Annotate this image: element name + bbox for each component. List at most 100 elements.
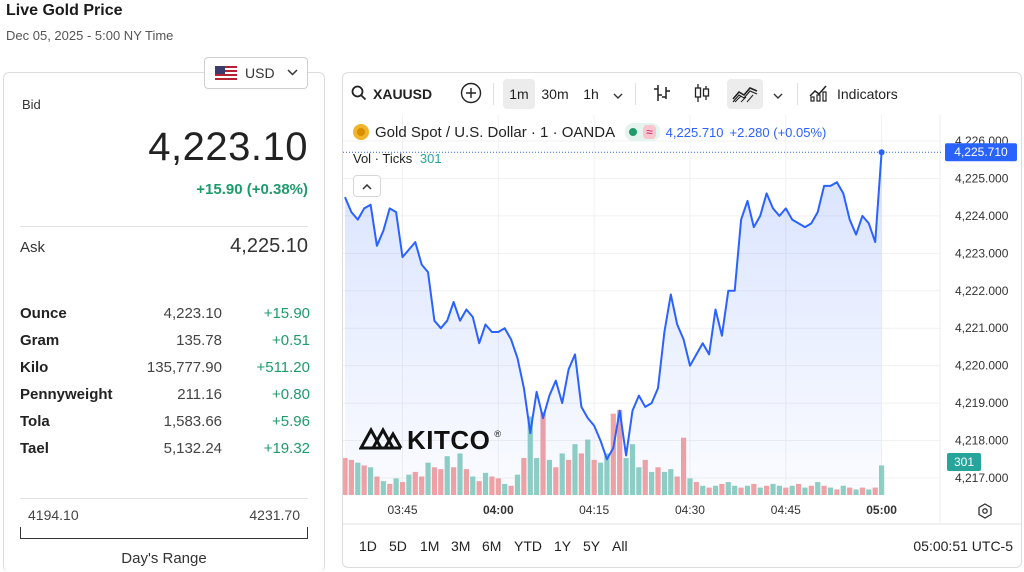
symbol-search[interactable]: XAUUSD xyxy=(351,79,439,109)
unit-price: 135.78 xyxy=(176,332,222,349)
volume-legend-label: Vol · Ticks xyxy=(353,151,413,166)
unit-price: 5,132.24 xyxy=(163,440,222,457)
kitco-logo: KITCO ® xyxy=(358,425,502,456)
range-5d[interactable]: 5D xyxy=(389,538,407,554)
x-tick-label: 03:45 xyxy=(387,503,417,517)
chart-toolbar: XAUUSD 1m 30m 1h xyxy=(343,73,1021,115)
settings-gear-icon[interactable] xyxy=(978,503,992,519)
indicators-icon xyxy=(809,84,829,105)
unit-row-pennyweight: Pennyweight 211.16 +0.80 xyxy=(20,386,310,413)
plus-circle-icon xyxy=(460,82,482,107)
range-all[interactable]: All xyxy=(612,538,628,554)
chevron-down-icon xyxy=(773,86,783,102)
interval-1m[interactable]: 1m xyxy=(503,79,535,109)
unit-row-tael: Tael 5,132.24 +19.32 xyxy=(20,440,310,467)
x-tick-label: 04:30 xyxy=(675,503,705,517)
unit-row-ounce: Ounce 4,223.10 +15.90 xyxy=(20,305,310,332)
page-title: Live Gold Price xyxy=(6,2,123,19)
kitco-logo-icon xyxy=(358,426,403,455)
chart-legend: Gold Spot / U.S. Dollar · 1 · OANDA ≈ 4,… xyxy=(353,123,826,141)
gear-outline xyxy=(978,503,992,519)
volume-bar xyxy=(879,465,885,495)
unit-name: Tael xyxy=(20,440,49,457)
range-1m[interactable]: 1M xyxy=(420,538,440,554)
day-range-label: Day's Range xyxy=(121,550,207,567)
bid-price: 4,223.10 xyxy=(148,125,308,169)
price-line xyxy=(344,152,883,461)
unit-name: Gram xyxy=(20,332,60,349)
delayed-data-badge: ≈ xyxy=(643,125,656,139)
unit-change: +511.20 xyxy=(256,359,310,376)
range-1d[interactable]: 1D xyxy=(359,538,377,554)
y-tick-label: 4,219.000 xyxy=(955,396,1009,410)
volume-legend-value: 301 xyxy=(419,151,442,166)
unit-change: +5.96 xyxy=(272,413,310,430)
ask-label: Ask xyxy=(20,239,46,256)
kitco-logo-reg: ® xyxy=(494,429,502,439)
unit-name: Kilo xyxy=(20,359,49,376)
area-chart-icon xyxy=(732,83,758,106)
bar-chart-style-button[interactable] xyxy=(649,79,675,109)
day-range-high: 4231.70 xyxy=(249,507,300,523)
candlestick-icon xyxy=(693,83,711,106)
chart-clock: 05:00:51 UTC-5 xyxy=(913,538,1013,554)
collapse-legend-button[interactable] xyxy=(353,175,381,197)
area-chart-style-button[interactable] xyxy=(727,79,763,109)
y-tick-label: 4,224.000 xyxy=(955,209,1009,223)
interval-menu-button[interactable] xyxy=(609,79,627,109)
interval-30m[interactable]: 30m xyxy=(541,86,569,102)
range-5y[interactable]: 5Y xyxy=(583,538,601,554)
range-6m[interactable]: 6M xyxy=(482,538,502,554)
market-status-pill[interactable]: ≈ xyxy=(625,123,660,141)
y-tick-label: 4,217.000 xyxy=(955,471,1009,485)
unit-change: +0.80 xyxy=(272,386,310,403)
price-area-fill xyxy=(345,152,882,495)
chevron-up-icon xyxy=(362,177,372,195)
tb-separator xyxy=(493,83,494,105)
symbol-label: XAUUSD xyxy=(373,86,433,102)
x-tick-label: 04:00 xyxy=(483,503,514,517)
chevron-down-icon xyxy=(287,67,298,79)
kitco-logo-text: KITCO xyxy=(407,425,491,455)
volume-badge-label: 301 xyxy=(954,455,974,469)
chart-style-menu-button[interactable] xyxy=(769,79,787,109)
last-price-dot xyxy=(878,149,885,156)
currency-label: USD xyxy=(245,65,275,81)
legend-title: Gold Spot / U.S. Dollar · 1 · OANDA xyxy=(375,123,616,141)
ask-price: 4,225.10 xyxy=(230,235,308,257)
unit-name: Ounce xyxy=(20,305,67,322)
price-chart[interactable]: 4,226.0004,225.0004,224.0004,223.0004,22… xyxy=(343,115,1022,525)
range-1y[interactable]: 1Y xyxy=(554,538,572,554)
tb-separator xyxy=(635,83,636,105)
currency-select[interactable]: USD xyxy=(204,57,308,89)
y-tick-label: 4,218.000 xyxy=(955,434,1009,448)
indicators-label: Indicators xyxy=(837,86,898,102)
page-subtitle: Dec 05, 2025 - 5:00 NY Time xyxy=(6,28,174,43)
search-icon xyxy=(351,85,367,104)
compare-symbol-button[interactable] xyxy=(457,79,485,109)
range-ytd[interactable]: YTD xyxy=(514,538,542,554)
y-tick-label: 4,223.000 xyxy=(955,246,1009,260)
unit-change: +15.90 xyxy=(263,305,310,322)
indicators-button[interactable]: Indicators xyxy=(809,79,913,109)
y-tick-label: 4,221.000 xyxy=(955,321,1009,335)
gold-coin-icon xyxy=(353,124,369,140)
divider xyxy=(20,498,308,499)
bid-change: +15.90 (+0.38%) xyxy=(196,181,308,198)
candle-chart-style-button[interactable] xyxy=(689,79,715,109)
price-badge-label: 4,225.710 xyxy=(954,145,1008,159)
gear-center xyxy=(982,508,988,514)
price-badge xyxy=(945,143,1017,162)
range-3m[interactable]: 3M xyxy=(451,538,471,554)
unit-change: +19.32 xyxy=(263,440,310,457)
y-tick-label: 4,225.000 xyxy=(955,171,1009,185)
interval-1h[interactable]: 1h xyxy=(583,86,599,102)
x-tick-label: 05:00 xyxy=(866,503,897,517)
ohlc-bars-icon xyxy=(653,83,671,106)
unit-price: 1,583.66 xyxy=(163,413,222,430)
unit-price: 4,223.10 xyxy=(163,305,222,322)
y-tick-label: 4,222.000 xyxy=(955,284,1009,298)
day-range-low: 4194.10 xyxy=(28,507,79,523)
unit-name: Tola xyxy=(20,413,50,430)
x-tick-label: 04:15 xyxy=(579,503,609,517)
